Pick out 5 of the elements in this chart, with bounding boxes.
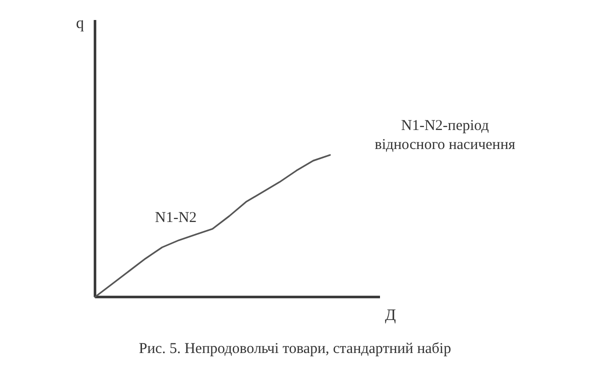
text: q bbox=[76, 15, 84, 32]
annotation: N1-N2 bbox=[155, 210, 197, 226]
text: Рис. 5. Непродовольчі товари, стандартний набір bbox=[138, 341, 452, 357]
text: N1-N2-період відносного насичення bbox=[374, 118, 516, 153]
x-axis-title: Д bbox=[385, 307, 396, 324]
